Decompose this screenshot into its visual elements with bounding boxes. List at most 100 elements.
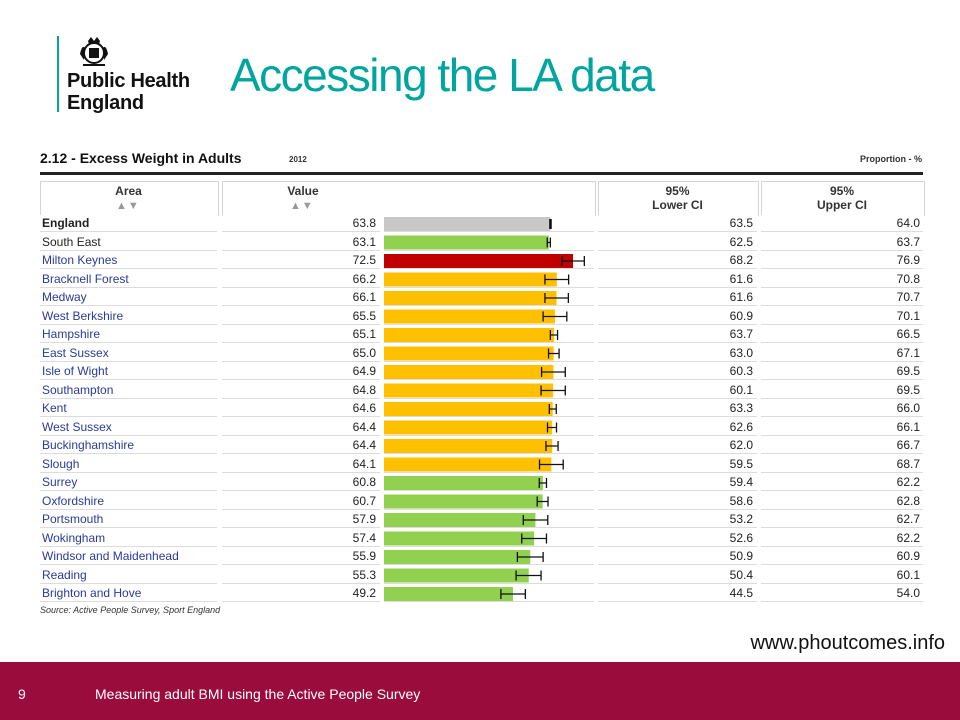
- lower-ci-cell: 50.4: [598, 566, 757, 584]
- error-bar: [549, 219, 552, 229]
- upper-ci-cell: 68.7: [761, 455, 923, 473]
- bar: [384, 587, 513, 601]
- header-upper-box: [761, 181, 925, 216]
- error-bar: [546, 237, 551, 248]
- table-row: Surrey 60.8 59.4 62.2: [40, 474, 923, 491]
- area-name[interactable]: Hampshire: [40, 326, 217, 343]
- area-name: England: [40, 215, 217, 232]
- bar: [384, 328, 554, 342]
- area-name[interactable]: West Sussex: [40, 418, 217, 436]
- footer-text: Measuring adult BMI using the Active Peo…: [95, 686, 421, 702]
- error-bar: [500, 589, 527, 599]
- area-name[interactable]: Brighton and Hove: [40, 585, 217, 602]
- upper-ci-cell: 70.1: [761, 307, 923, 325]
- sort-value-icon[interactable]: ▲▼: [290, 200, 314, 212]
- table-title: 2.12 - Excess Weight in Adults: [40, 150, 242, 166]
- area-name[interactable]: Kent: [40, 400, 217, 417]
- lower-ci-cell: 63.0: [598, 344, 757, 362]
- error-bar: [538, 459, 564, 470]
- column-header-area[interactable]: Area: [115, 184, 142, 198]
- area-name[interactable]: Wokingham: [40, 529, 217, 547]
- area-name[interactable]: Southampton: [40, 381, 217, 399]
- logo-rule: [57, 36, 59, 112]
- page-number: 9: [18, 686, 26, 702]
- upper-ci-cell: 70.7: [761, 289, 923, 306]
- area-name[interactable]: Medway: [40, 289, 217, 306]
- bar-chart: [384, 217, 585, 601]
- area-name[interactable]: Portsmouth: [40, 511, 217, 528]
- value-cell: 64.1: [222, 455, 380, 473]
- area-name[interactable]: Reading: [40, 566, 217, 584]
- lower-ci-cell: 60.1: [598, 381, 757, 399]
- error-bar: [516, 552, 544, 562]
- value-cell: 66.1: [222, 289, 380, 306]
- header-lower-box: [598, 181, 759, 216]
- table-top-rule: [40, 172, 923, 175]
- error-bar: [548, 404, 557, 414]
- upper-ci-cell: 69.5: [761, 363, 923, 380]
- area-name[interactable]: Bracknell Forest: [40, 270, 217, 288]
- bar: [384, 272, 557, 287]
- lower-ci-cell: 68.2: [598, 252, 757, 269]
- upper-ci-cell: 62.7: [761, 511, 923, 528]
- table-row: Bracknell Forest 66.2 61.6 70.8: [40, 270, 923, 288]
- value-cell: 64.4: [222, 418, 380, 436]
- value-cell: 60.8: [222, 474, 380, 491]
- value-cell: 65.5: [222, 307, 380, 325]
- error-bar: [542, 311, 568, 322]
- table-row: Hampshire 65.1 63.7 66.5: [40, 326, 923, 343]
- area-name[interactable]: Buckinghamshire: [40, 437, 217, 454]
- lower-ci-cell: 62.6: [598, 418, 757, 436]
- bar: [384, 309, 555, 324]
- sort-area-icon[interactable]: ▲▼: [116, 200, 140, 212]
- area-name[interactable]: Slough: [40, 455, 217, 473]
- lower-ci-cell: 59.4: [598, 474, 757, 491]
- area-name[interactable]: West Berkshire: [40, 307, 217, 325]
- lower-ci-cell: 50.9: [598, 548, 757, 565]
- column-header-value[interactable]: Value: [287, 184, 319, 198]
- value-cell: 72.5: [222, 252, 380, 269]
- lower-ci-line2: Lower CI: [652, 198, 703, 212]
- header-value-box: [222, 181, 596, 216]
- area-name[interactable]: Oxfordshire: [40, 492, 217, 510]
- upper-ci-cell: 60.1: [761, 566, 923, 584]
- slide-title: Accessing the LA data: [230, 49, 655, 101]
- bar: [384, 568, 529, 583]
- error-bar: [549, 330, 559, 340]
- website-url[interactable]: www.phoutcomes.info: [750, 632, 945, 654]
- column-header-lower-ci: 95% Lower CI: [598, 184, 757, 212]
- bar: [384, 402, 553, 416]
- upper-ci-cell: 66.7: [761, 437, 923, 454]
- bar: [384, 457, 552, 472]
- area-name[interactable]: Surrey: [40, 474, 217, 491]
- lower-ci-cell: 63.5: [598, 215, 757, 232]
- value-cell: 66.2: [222, 270, 380, 288]
- area-name[interactable]: East Sussex: [40, 344, 217, 362]
- table-row: Oxfordshire 60.7 58.6 62.8: [40, 492, 923, 510]
- upper-ci-cell: 76.9: [761, 252, 923, 269]
- lower-ci-cell: 59.5: [598, 455, 757, 473]
- error-bar: [515, 570, 542, 581]
- error-bar: [544, 274, 570, 285]
- value-cell: 49.2: [222, 585, 380, 602]
- lower-ci-cell: 60.3: [598, 363, 757, 380]
- bar: [384, 217, 551, 231]
- lower-ci-cell: 62.0: [598, 437, 757, 454]
- lower-ci-line1: 95%: [665, 184, 690, 198]
- lower-ci-cell: 53.2: [598, 511, 757, 528]
- error-bar: [546, 422, 558, 433]
- area-name[interactable]: Windsor and Maidenhead: [40, 548, 217, 565]
- lower-ci-cell: 63.7: [598, 326, 757, 343]
- bar: [384, 235, 549, 250]
- error-bar: [540, 367, 566, 377]
- value-cell: 55.3: [222, 566, 380, 584]
- value-cell: 65.0: [222, 344, 380, 362]
- lower-ci-cell: 61.6: [598, 289, 757, 306]
- area-name[interactable]: Milton Keynes: [40, 252, 217, 269]
- bar: [384, 254, 573, 268]
- area-name[interactable]: Isle of Wight: [40, 363, 217, 380]
- data-source: Source: Active People Survey, Sport Engl…: [40, 605, 221, 615]
- royal-crest-icon: [80, 37, 108, 66]
- value-cell: 65.1: [222, 326, 380, 343]
- upper-ci-cell: 62.8: [761, 492, 923, 510]
